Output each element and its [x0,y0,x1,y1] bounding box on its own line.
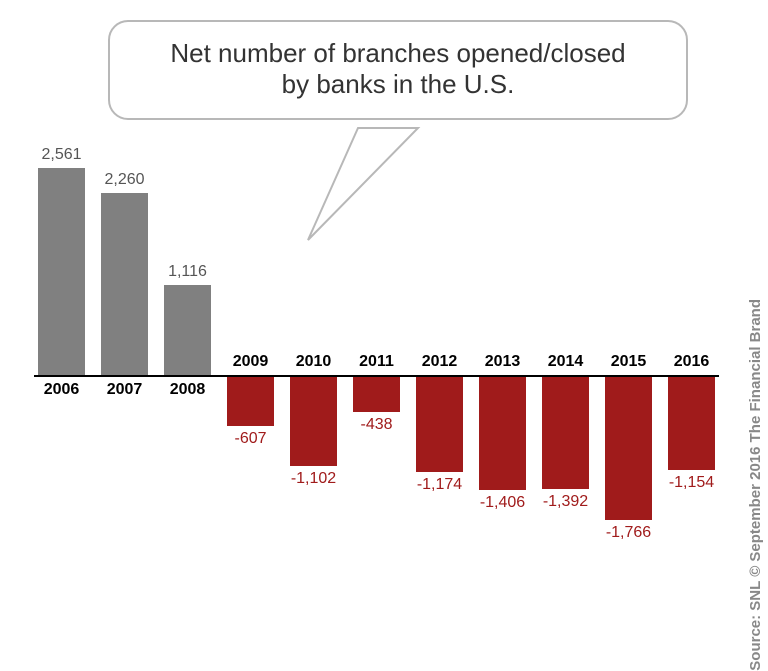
year-label: 2008 [164,381,211,399]
chart-title: Net number of branches opened/closed by … [140,38,656,100]
year-label: 2011 [353,353,400,371]
bar-rect [605,377,652,520]
bar-rect [290,377,337,466]
chart-title-line1: Net number of branches opened/closed [170,38,625,68]
year-label: 2010 [290,353,337,371]
bar-rect [227,377,274,426]
value-label: -438 [345,416,408,434]
year-label: 2012 [416,353,463,371]
value-label: -1,154 [660,474,723,492]
year-label: 2006 [38,381,85,399]
bar-rect [416,377,463,472]
bar-rect [668,377,715,470]
year-label: 2014 [542,353,589,371]
bar-rect [353,377,400,412]
chart-container: 20062,56120072,26020081,1162009-6072010-… [28,20,728,578]
value-label: -1,766 [597,524,660,542]
year-label: 2009 [227,353,274,371]
bar-rect [479,377,526,490]
bar-rect [164,285,211,375]
value-label: -1,406 [471,494,534,512]
year-label: 2007 [101,381,148,399]
year-label: 2015 [605,353,652,371]
chart-title-line2: by banks in the U.S. [282,69,515,99]
value-label: -607 [219,430,282,448]
title-speech-bubble: Net number of branches opened/closed by … [108,20,688,120]
year-label: 2013 [479,353,526,371]
value-label: -1,392 [534,493,597,511]
value-label: -1,102 [282,470,345,488]
value-label: -1,174 [408,476,471,494]
bar-rect [542,377,589,489]
source-credit: Source: SNL © September 2016 The Financi… [748,299,765,671]
year-label: 2016 [668,353,715,371]
